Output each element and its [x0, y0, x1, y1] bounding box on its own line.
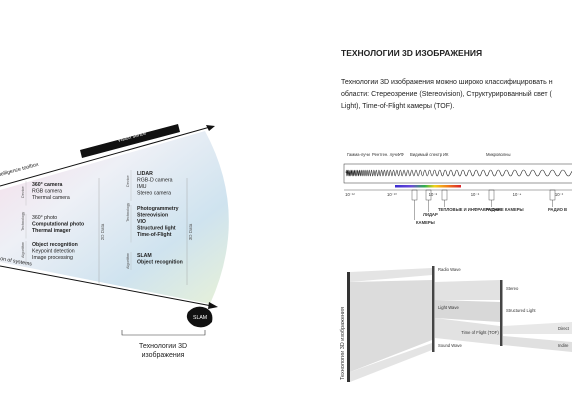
wave-label: Light Wave [438, 305, 459, 310]
paragraph-line: области: Стереозрение (Stereovision), Ст… [341, 90, 553, 98]
item: Stereovision [137, 213, 168, 219]
sensor-box [441, 189, 448, 201]
item: Photogrammetry [137, 206, 179, 212]
item: Computational photo [32, 222, 84, 228]
arrow-head [208, 302, 218, 309]
method-node [500, 280, 503, 346]
item: Stereo camera [137, 191, 171, 197]
sankey-labels: Radio Wave Light Wave Sound Wave Stereo Stru… [438, 267, 570, 348]
item: Object recognition [137, 260, 183, 266]
item: Thermal camera [32, 195, 70, 201]
top-arrow [0, 126, 211, 187]
paragraph-line: Технологии 3D изображения можно широко к… [341, 78, 553, 86]
flow [350, 343, 432, 382]
sensor-label: РАДИО В [548, 207, 567, 212]
slam-badge [186, 306, 213, 328]
spectrum-frame [343, 163, 572, 184]
scale-label: 10⁻⁶ [471, 192, 480, 197]
flow [350, 268, 432, 282]
flow [435, 300, 500, 322]
band-label: УФ [398, 152, 404, 157]
flow [435, 318, 500, 345]
item: SLAM [137, 253, 152, 259]
caption: Технологии 3D [139, 343, 187, 350]
paragraph-line: Light), Time-of-Flight камеры (TOF). [341, 103, 454, 110]
scale-label: 10⁻¹⁰ [387, 192, 397, 197]
item: VIO [137, 219, 146, 225]
method-label: Time of Flight (TOF) [461, 330, 499, 335]
row-label: Algorithm [21, 242, 25, 258]
sensor-label: РАДАР [486, 207, 501, 212]
item: Thermal imager [32, 228, 71, 234]
band-label: ИК [443, 152, 449, 157]
scale-label: 10⁻² [555, 192, 564, 197]
band-label: Видимый спектр [410, 152, 443, 157]
item: 360° camera [32, 182, 62, 188]
fan-area [0, 131, 229, 304]
wave-label: Radio Wave [438, 267, 461, 272]
arrow-head [206, 125, 215, 131]
item: Structured light [137, 226, 176, 232]
row-label: Device [21, 186, 25, 198]
flow [503, 336, 572, 352]
badge-label: SLAM [193, 315, 207, 321]
item: RGB-D camera [137, 178, 173, 184]
edge-label: telligence toolbox [0, 162, 40, 178]
wave-node [432, 266, 435, 352]
sensor-label: ЛИДАР [423, 212, 438, 217]
item: Object recognition [32, 242, 78, 248]
root-node [347, 272, 350, 382]
band-label: Микроволны [486, 152, 511, 157]
item: 360° photo [32, 215, 57, 221]
spectrum-labels: Гамма-лучи Рентген. лучи УФ Видимый спектр И… [345, 152, 567, 225]
band-label: Рентген. лучи [372, 152, 399, 157]
root-label: Технологии 3D изображения [340, 307, 346, 380]
bottom-arrow [0, 265, 213, 307]
sensor-label: КАМЕРЫ [416, 220, 435, 225]
flow [435, 280, 500, 300]
flow [350, 280, 432, 372]
method-label: Stereo [506, 286, 519, 291]
band-label: Гамма-лучи [347, 152, 371, 157]
caption: изображения [142, 351, 185, 359]
item: IMU [137, 184, 147, 190]
item: Time-of-Flight [137, 232, 172, 238]
title: ТЕХНОЛОГИИ 3D ИЗОБРАЖЕНИЯ [341, 48, 482, 58]
edge-label: on of systems [0, 256, 33, 268]
axis-label: 3D Data [188, 223, 193, 240]
row-label: Algorithm [126, 253, 130, 269]
item: Keypoint detection [32, 249, 75, 255]
sensor-label: ТЕПЛОВЫЕ И ИНФРАКРАСНЫЕ КАМЕРЫ [438, 207, 524, 212]
item: LIDAR [137, 171, 153, 177]
bracket [121, 330, 206, 336]
method-label: Structured Light [506, 308, 536, 313]
visible-band [395, 185, 461, 188]
wave-label: Sound Wave [438, 343, 462, 348]
flow [503, 322, 572, 334]
row-label: Technology [126, 203, 130, 222]
item: Image processing [32, 255, 73, 261]
wave [345, 169, 572, 177]
scale-label: 10⁻⁴ [513, 192, 522, 197]
row-label: Technology [21, 212, 25, 231]
tof-label: Indire [558, 343, 569, 348]
tof-label: Direct [558, 326, 570, 331]
scale-label: 10⁻⁸ [429, 192, 438, 197]
axis-label: 2D Data [100, 223, 105, 240]
row-label: Device [126, 175, 130, 187]
sensor-box [411, 189, 418, 201]
sensor-box [488, 189, 495, 201]
vision-bar [80, 124, 180, 158]
item: RGB camera [32, 189, 62, 195]
scale-label: 10⁻¹² [345, 192, 355, 197]
